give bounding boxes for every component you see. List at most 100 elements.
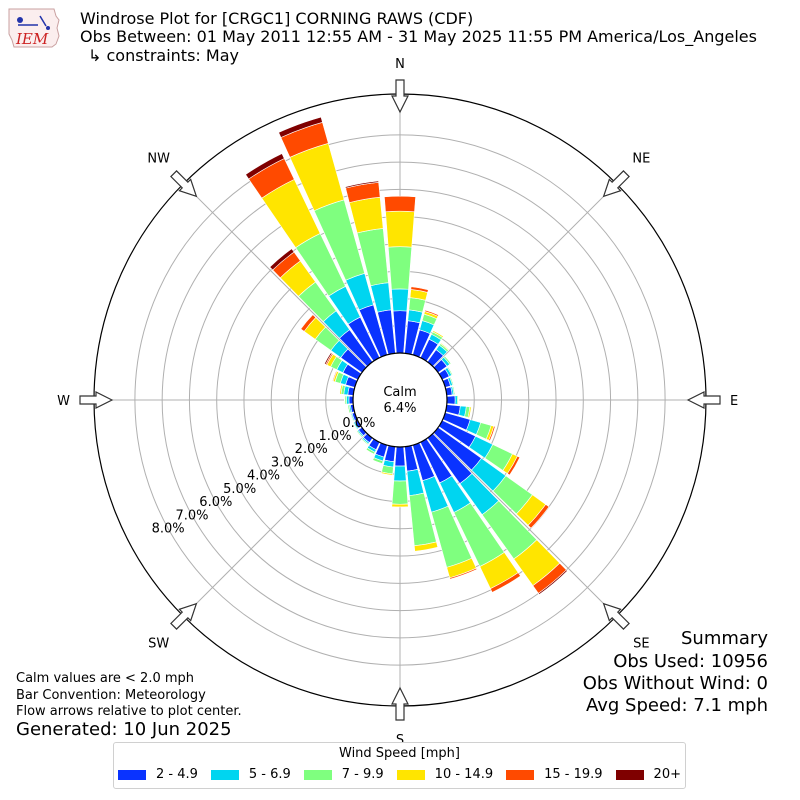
windrose-bar-segment	[372, 459, 383, 465]
grid-spoke	[183, 432, 368, 617]
legend-item: 7 - 9.9	[303, 767, 384, 782]
legend-item: 10 - 14.9	[396, 767, 494, 782]
legend-swatch	[396, 769, 425, 780]
flow-arrow-icon	[79, 391, 114, 409]
flow-arrow-icon	[170, 170, 198, 198]
windrose-bar-segment	[332, 370, 338, 382]
summary-obs-without-wind: Obs Without Wind: 0	[582, 673, 768, 694]
compass-label: W	[57, 394, 70, 409]
grid-spoke	[432, 432, 617, 617]
windrose-bar-segment	[245, 153, 285, 180]
legend-item: 5 - 6.9	[210, 767, 291, 782]
windrose-bar-segment	[387, 246, 413, 290]
radial-tick-label: 6.0%	[199, 495, 232, 510]
legend-label: 2 - 4.9	[156, 767, 198, 782]
legend: Wind Speed [mph] 2 - 4.9 5 - 6.9 7 - 9.9…	[113, 742, 686, 789]
windrose-bar-segment	[410, 286, 429, 293]
windrose-bar-segment	[432, 330, 444, 339]
note-bar-convention: Bar Convention: Meteorology	[16, 688, 206, 703]
flow-arrow-icon	[602, 170, 630, 198]
windrose-bar-segment	[446, 395, 456, 405]
summary-title: Summary	[681, 628, 768, 649]
legend-label: 15 - 19.9	[544, 767, 603, 782]
radial-tick-label: 5.0%	[223, 482, 256, 497]
calm-circle	[352, 352, 448, 448]
windrose-bar-segment	[346, 395, 350, 405]
windrose-bar-segment	[349, 413, 354, 422]
summary-obs-used: Obs Used: 10956	[613, 651, 768, 672]
compass-label: SE	[633, 636, 649, 651]
flow-arrow-icon	[391, 686, 409, 721]
calm-percent: 6.4%	[383, 401, 416, 416]
radial-tick-label: 0.0%	[342, 416, 375, 431]
radial-tick-label: 8.0%	[152, 522, 185, 537]
windrose-bar-segment	[365, 449, 375, 456]
generated-date: Generated: 10 Jun 2025	[16, 719, 232, 740]
windrose-bar-segment	[360, 438, 369, 446]
windrose-bar-segment	[343, 395, 346, 405]
compass-label: E	[730, 394, 738, 409]
windrose-bar-segment	[384, 195, 416, 213]
flow-arrow-icon	[602, 602, 630, 630]
windrose-bar-segment	[467, 406, 472, 419]
grid-spoke	[432, 183, 617, 368]
windrose-bar-segment	[393, 465, 407, 482]
windrose-bar-segment	[324, 352, 333, 365]
legend-swatch	[615, 769, 644, 780]
radial-tick-label: 2.0%	[295, 442, 328, 457]
logo-text: IEM	[16, 30, 49, 48]
legend-swatch	[210, 769, 239, 780]
windrose-bar-segment	[269, 248, 295, 271]
windrose-bar-segment	[392, 310, 408, 354]
windrose-bar-segment	[489, 572, 521, 593]
windrose-bar-segment	[447, 366, 454, 376]
compass-label: NW	[147, 152, 170, 167]
compass-label: S	[396, 733, 404, 748]
legend-swatch	[118, 769, 146, 780]
windrose-bar-segment	[380, 471, 394, 476]
windrose-bar-segment	[449, 567, 478, 580]
windrose-bar-segment	[347, 404, 350, 414]
windrose-bar-segment	[278, 116, 323, 138]
radial-tick-label: 7.0%	[175, 508, 208, 523]
windrose-bar-segment	[355, 430, 363, 439]
summary-avg-speed: Avg Speed: 7.1 mph	[586, 695, 768, 716]
chart-constraints: ↳ constraints: May	[88, 46, 239, 65]
legend-swatch	[506, 769, 535, 780]
flow-arrow-icon	[686, 391, 721, 409]
windrose-bar-segment	[450, 376, 455, 386]
legend-label: 7 - 9.9	[341, 767, 384, 782]
calm-label: Calm	[383, 385, 416, 400]
note-calm: Calm values are < 2.0 mph	[16, 671, 195, 686]
legend-title: Wind Speed [mph]	[339, 746, 460, 761]
windrose-bar-segment	[506, 455, 521, 476]
chart-title: Windrose Plot for [CRGC1] CORNING RAWS (…	[80, 9, 474, 28]
compass-label: N	[395, 57, 405, 72]
windrose-bar-segment	[339, 384, 343, 395]
legend-label: 5 - 6.9	[248, 767, 291, 782]
windrose-bar-segment	[348, 196, 384, 234]
grid-spoke	[183, 183, 368, 368]
windrose-bars	[245, 116, 568, 595]
legend-item: 2 - 4.9	[118, 767, 198, 782]
windrose-bar-segment	[394, 446, 406, 467]
windrose-bar-segment	[439, 342, 450, 351]
legend-swatch	[303, 769, 332, 780]
radial-tick-label: 4.0%	[247, 469, 280, 484]
windrose-bar-segment	[300, 314, 317, 332]
flow-arrow-icon	[170, 602, 198, 630]
windrose-bar-segment	[527, 503, 550, 529]
windrose-bar-segment	[391, 288, 409, 312]
windrose-bar-segment	[344, 180, 379, 189]
legend-label: 10 - 14.9	[434, 767, 494, 782]
windrose-bar-segment	[538, 569, 568, 595]
flow-arrow-icon	[391, 79, 409, 114]
radial-tick-label: 3.0%	[271, 455, 304, 470]
windrose-bar-segment	[453, 385, 456, 395]
legend-label: 20+	[653, 767, 681, 782]
compass-label: SW	[148, 636, 169, 651]
legend-item: 15 - 19.9	[506, 767, 603, 782]
compass-label: NE	[632, 152, 650, 167]
